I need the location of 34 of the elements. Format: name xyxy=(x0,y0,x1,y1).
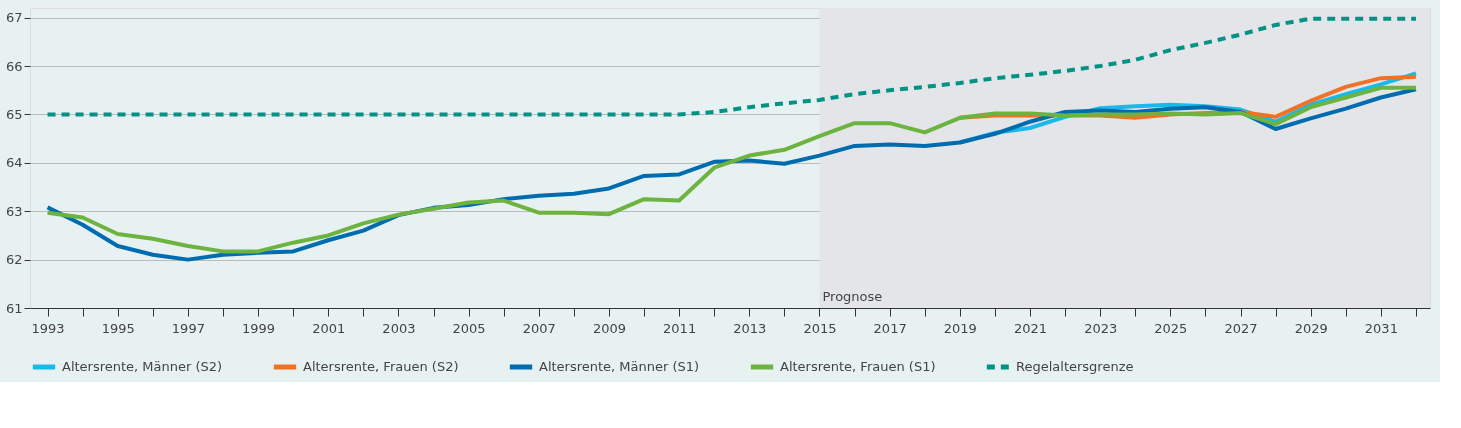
legend-label: Altersrente, Männer (S2) xyxy=(62,359,223,374)
x-tick-label: 2007 xyxy=(522,320,556,336)
x-tick-label: 1993 xyxy=(31,320,65,336)
x-tick-label: 2029 xyxy=(1294,320,1328,336)
y-tick-label: 67 xyxy=(5,10,23,26)
x-tick-label: 2013 xyxy=(733,320,767,336)
y-tick-label: 65 xyxy=(5,106,23,122)
y-tick-label: 66 xyxy=(5,58,23,74)
x-tick-label: 2019 xyxy=(943,320,977,336)
legend-label: Altersrente, Frauen (S1) xyxy=(780,359,936,374)
legend-label: Altersrente, Frauen (S2) xyxy=(303,359,459,374)
y-tick-label: 62 xyxy=(5,252,23,268)
y-tick-label: 63 xyxy=(5,203,23,219)
legend-label: Regelaltersgrenze xyxy=(1016,359,1134,374)
x-tick-label: 2031 xyxy=(1364,320,1398,336)
x-tick-label: 2017 xyxy=(873,320,907,336)
x-tick-label: 1999 xyxy=(242,320,276,336)
x-tick-label: 2003 xyxy=(382,320,416,336)
y-tick-label: 61 xyxy=(5,300,23,316)
x-tick-label: 2001 xyxy=(312,320,346,336)
x-tick-label: 2025 xyxy=(1154,320,1188,336)
x-tick-label: 2005 xyxy=(452,320,486,336)
x-tick-label: 2009 xyxy=(592,320,626,336)
x-tick-label: 2011 xyxy=(663,320,697,336)
x-tick-label: 2027 xyxy=(1224,320,1258,336)
x-tick-label: 1997 xyxy=(171,320,205,336)
line-series xyxy=(45,16,1418,117)
x-tick-label: 2015 xyxy=(803,320,837,336)
band-label: Prognose xyxy=(822,289,883,304)
y-tick-label: 64 xyxy=(5,155,23,171)
x-tick-label: 2021 xyxy=(1013,320,1048,336)
legend-label: Altersrente, Männer (S1) xyxy=(539,359,700,374)
x-tick-label: 2023 xyxy=(1084,320,1118,336)
x-tick-label: 1995 xyxy=(101,320,135,336)
